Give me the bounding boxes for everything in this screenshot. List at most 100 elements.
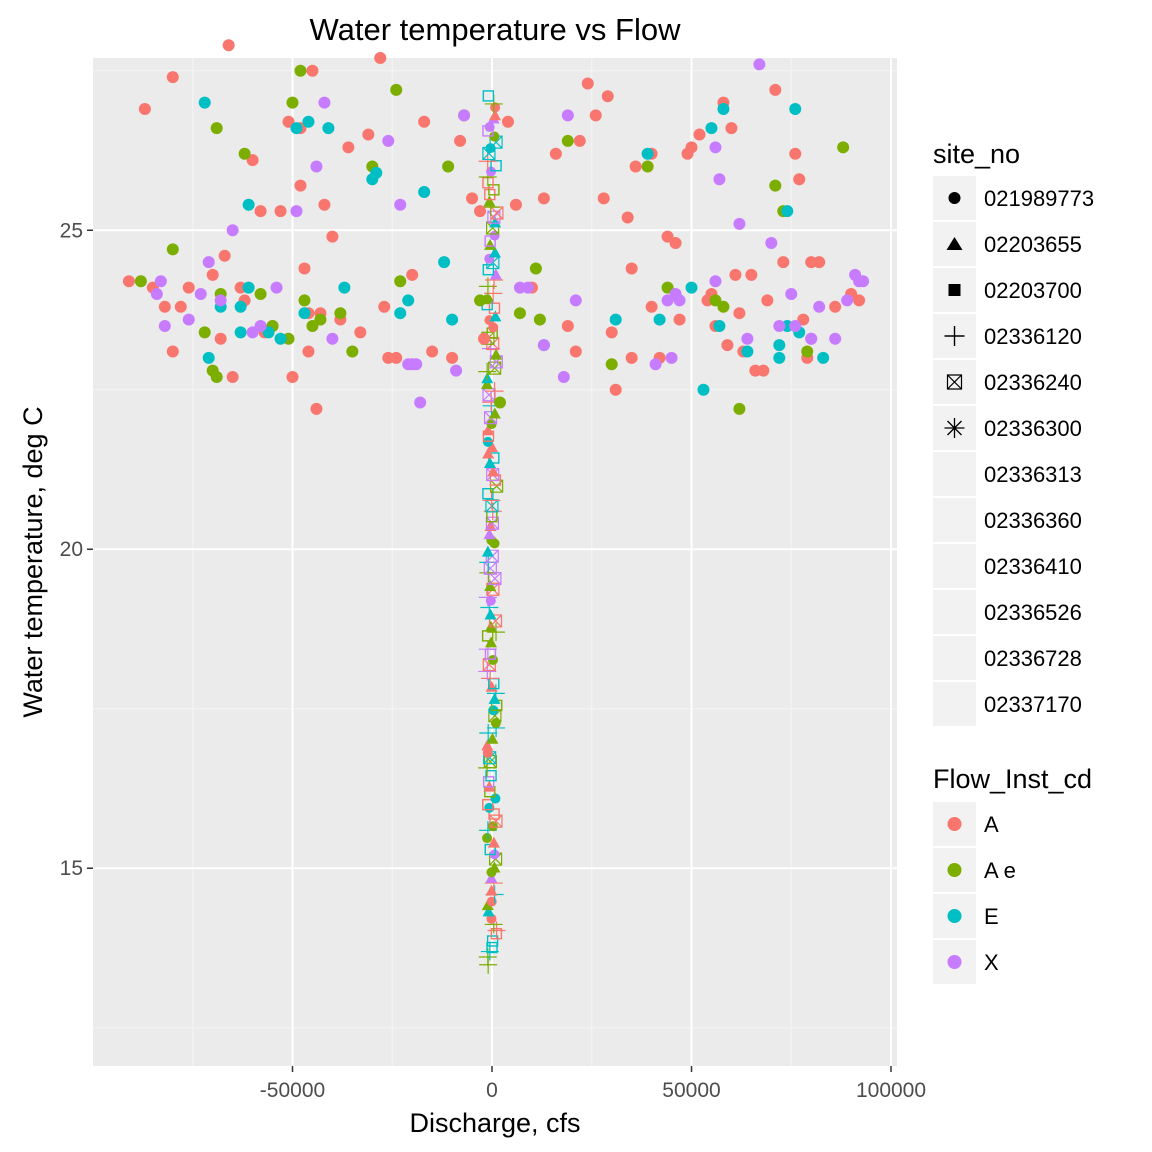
data-point [474, 205, 487, 218]
data-point [242, 198, 255, 211]
data-point [458, 109, 471, 122]
data-point [561, 319, 574, 332]
data-point [206, 268, 219, 281]
data-point [410, 358, 423, 371]
data-point [290, 122, 303, 135]
data-point [286, 96, 299, 109]
square-icon [948, 284, 961, 296]
data-point [609, 383, 622, 396]
legend-title-flow-inst-cd: Flow_Inst_cd [933, 764, 1092, 794]
legend-label: 02336300 [984, 416, 1082, 441]
legend-label: 02337170 [984, 692, 1082, 717]
band-point [489, 268, 502, 280]
data-point [509, 198, 522, 211]
data-point [314, 313, 327, 326]
data-point [198, 326, 211, 339]
data-point [625, 262, 638, 275]
data-point [777, 256, 790, 269]
data-point [262, 326, 275, 339]
data-point [302, 345, 315, 358]
data-point [621, 211, 634, 224]
data-point [857, 275, 870, 288]
data-point [765, 237, 778, 250]
data-point [138, 103, 151, 116]
data-point [501, 115, 514, 128]
legend-label: 02203655 [984, 232, 1082, 257]
band-point [486, 684, 505, 703]
band-point [481, 339, 500, 358]
data-point [661, 230, 674, 243]
data-point [773, 339, 786, 352]
data-point [549, 147, 562, 160]
data-point [202, 256, 215, 269]
legend-key [933, 636, 976, 680]
band-point [484, 238, 497, 250]
data-point [226, 370, 239, 383]
data-point [158, 300, 171, 313]
circle-icon [948, 192, 961, 204]
data-point [134, 275, 147, 288]
data-point [310, 160, 323, 173]
data-point [394, 275, 407, 288]
data-point [298, 294, 311, 307]
y-tick-label: 20 [60, 538, 83, 561]
band-point [481, 669, 500, 688]
legend-label: 02336526 [984, 600, 1082, 625]
data-point [282, 115, 295, 128]
data-point [306, 64, 319, 77]
x-tick-label: 50000 [662, 1079, 720, 1102]
legend-key [933, 544, 976, 588]
x-tick-label: 0 [486, 1079, 498, 1102]
data-point [150, 288, 163, 301]
data-point [378, 300, 391, 313]
data-point [290, 205, 303, 218]
axes: -50000 0 50000 100000 15 20 25 [60, 219, 926, 1102]
data-point [665, 351, 678, 364]
band-point [486, 935, 499, 947]
band-point [484, 580, 497, 592]
data-point [605, 326, 618, 339]
data-point [242, 281, 255, 294]
data-point [166, 243, 179, 256]
data-point [442, 160, 455, 173]
band-point [488, 861, 501, 873]
band-point [481, 378, 494, 390]
data-point [222, 39, 235, 52]
data-point [653, 313, 666, 326]
data-point [589, 109, 602, 122]
legend-label: 02336313 [984, 462, 1082, 487]
data-point [214, 332, 227, 345]
data-point [326, 332, 339, 345]
band-point [486, 166, 497, 177]
y-tick-label: 15 [60, 857, 83, 880]
data-point [753, 58, 766, 71]
data-point [785, 288, 798, 301]
data-point [394, 198, 407, 211]
y-tick-label: 25 [60, 219, 83, 242]
data-point [154, 275, 167, 288]
band-point [489, 109, 502, 121]
data-point [246, 154, 259, 167]
data-point [605, 358, 618, 371]
band-point [490, 348, 503, 360]
band-point [483, 195, 496, 207]
band-point [489, 814, 503, 828]
band-point [482, 447, 495, 459]
data-point [446, 313, 459, 326]
data-point [529, 262, 542, 275]
data-point [210, 122, 223, 135]
band-point [488, 246, 501, 258]
data-point [741, 332, 754, 345]
data-point [354, 326, 367, 339]
band-point [484, 122, 495, 133]
data-point [697, 383, 710, 396]
data-point [685, 281, 698, 294]
data-point [733, 217, 746, 230]
legend-label: X [984, 950, 999, 975]
data-point [254, 319, 267, 332]
data-point [182, 313, 195, 326]
data-point [797, 313, 810, 326]
data-point [597, 192, 610, 205]
data-point [418, 115, 431, 128]
band-point [486, 732, 499, 744]
